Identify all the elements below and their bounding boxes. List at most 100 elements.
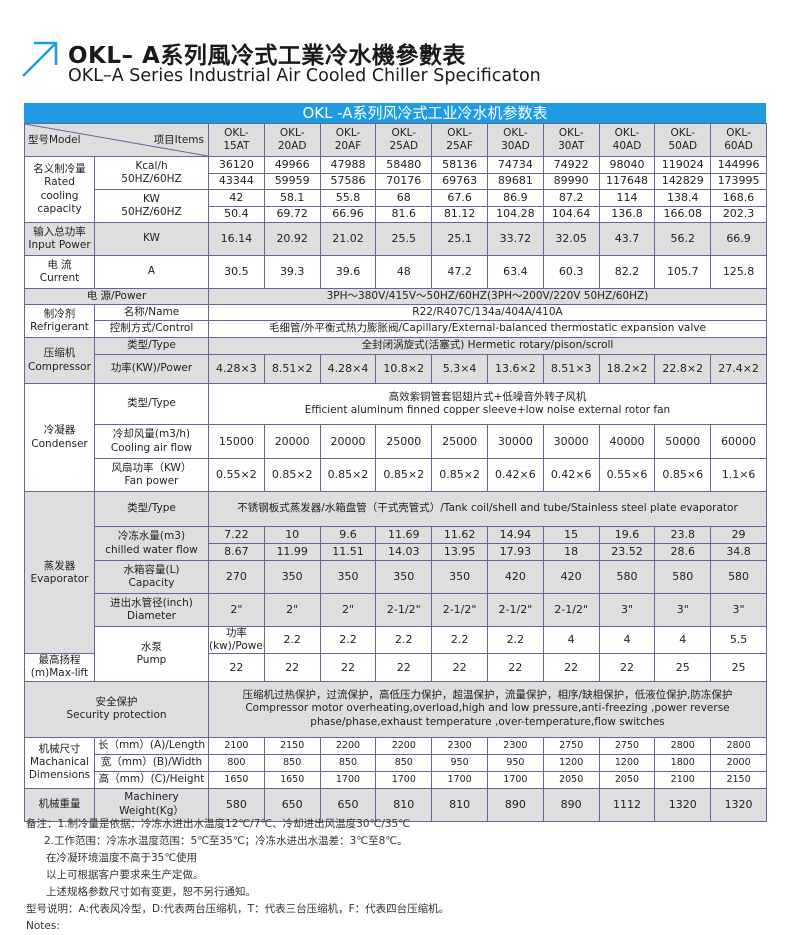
value-cell: 2" (319, 593, 377, 627)
value-cell: 2.2 (319, 625, 377, 655)
value-cell: 1200 (598, 753, 656, 772)
model-label: 型号Model (28, 134, 81, 146)
table-row: 蒸发器 Evaporator 类型/Type 不锈钢板式蒸发器/水箱盘管（干式壳管式… (24, 490, 767, 655)
value-cell: 11.69 (375, 526, 433, 544)
value-cell: 36120 (208, 156, 265, 174)
value-cell: 1320 (654, 787, 712, 822)
value-cell: 420 (542, 560, 600, 594)
value-cell: 3" (654, 593, 712, 627)
value-cell: 4 (654, 625, 712, 655)
value-cell: 22 (375, 653, 433, 682)
model-header: OKL- 25AF (431, 123, 488, 157)
unit-label: A (94, 255, 209, 289)
table-row: 机械尺寸 Machanical Dimensions 长（mm）(A)/Lengt… (24, 736, 767, 789)
value-cell: 2150 (710, 770, 767, 789)
value-cell: 22 (542, 653, 600, 682)
value-cell: 2050 (542, 770, 600, 789)
value-cell: 13.95 (431, 543, 488, 561)
value-cell: 30000 (486, 424, 544, 459)
model-header: OKL- 40AD (598, 123, 656, 157)
model-header: OKL- 15AT (208, 123, 265, 157)
value-cell: 105.7 (654, 255, 712, 289)
value-cell: 25.1 (431, 222, 488, 256)
section-label: 制冷剂 Refrigerant (24, 304, 95, 338)
section-label: 机械尺寸 Machanical Dimensions (24, 736, 95, 789)
value-cell: 22 (486, 653, 544, 682)
value-cell: 60.3 (542, 255, 600, 289)
value-cell: 22.8×2 (654, 354, 712, 384)
value-cell: 2.2 (263, 625, 321, 655)
value-cell: 66.9 (710, 222, 767, 256)
value-cell: 8.51×3 (542, 354, 600, 384)
value-cell: 580 (598, 560, 656, 594)
value-cell: 0.85×2 (319, 458, 377, 492)
span-value: 压缩机过热保护，过流保护，高低压力保护，超温保护，流量保护，相序/缺相保护，低液… (208, 680, 767, 738)
sub-label: 最高扬程(m)Max-lift (24, 653, 95, 682)
table-row: 最高扬程(m)Max-lift 22 22 22 22 22 22 22 22 25 25 (24, 653, 767, 682)
value-cell: 850 (319, 753, 377, 772)
value-cell: 30.5 (208, 255, 265, 289)
value-cell: 25000 (431, 424, 488, 459)
value-cell: 22 (319, 653, 377, 682)
table-banner: OKL -A系列风冷式工业冷水机参数表 (24, 103, 766, 123)
value-cell: 1700 (319, 770, 377, 789)
table-row: 安全保护 Security protection 压缩机过热保护，过流保护，高低压… (24, 680, 767, 738)
value-cell: 47.2 (431, 255, 488, 289)
value-cell: 20000 (263, 424, 321, 459)
value-cell: 4 (598, 625, 656, 655)
note-line: 型号说明：A:代表风冷型，D:代表两台压缩机，T：代表三台压缩机，F：代表四台压… (26, 903, 450, 915)
value-cell: 2300 (486, 736, 544, 755)
value-cell: 11.62 (431, 526, 488, 544)
value-cell: 1700 (375, 770, 433, 789)
value-cell: 4.28×4 (319, 354, 377, 384)
value-cell: 810 (375, 787, 433, 822)
notes: 备注：1.制冷量是依据：冷冻水进出水温度12℃/7℃、冷却进出风温度30℃/35… (26, 816, 449, 935)
value-cell: 2.2 (486, 625, 544, 655)
value-cell: 1650 (263, 770, 321, 789)
value-cell: 87.2 (542, 189, 600, 207)
section-label: 压缩机 Compressor (24, 337, 95, 384)
sub-label: 类型/Type (94, 337, 209, 355)
value-cell: 22 (263, 653, 321, 682)
value-cell: 58136 (431, 156, 488, 174)
table-row: 8.67 11.99 11.51 14.03 13.95 17.93 18 23.52 28.6… (25, 543, 767, 561)
value-cell: 850 (375, 753, 433, 772)
value-cell: 23.8 (654, 526, 712, 544)
value-cell: 168.6 (710, 189, 767, 207)
section-label: 蒸发器 Evaporator (24, 490, 95, 655)
value-cell: 7.22 (208, 526, 265, 544)
value-cell: 8.67 (208, 543, 265, 561)
value-cell: 1112 (598, 787, 656, 822)
value-cell: 2" (208, 593, 265, 627)
table-row: 进出水管径(inch) Diameter 2" 2" 2" 2-1/2" 2-1/2" 2-… (25, 593, 767, 627)
table-row: 水箱容量(L) Capacity 270 350 350 350 350 420 420 580… (25, 560, 767, 594)
section-label: 电 流 Current (24, 255, 95, 289)
value-cell: 2750 (598, 736, 656, 755)
value-cell: 50.4 (208, 205, 265, 223)
value-cell: 30000 (542, 424, 600, 459)
value-cell: 25 (654, 653, 712, 682)
model-header: OKL- 50AD (654, 123, 712, 157)
value-cell: 950 (431, 753, 488, 772)
value-cell: 350 (263, 560, 321, 594)
span-value: 高效紫铜管套铝翅片式+低噪音外转子风机 Efficient aluminum f… (208, 383, 767, 425)
table-row: 风扇功率（KW） Fan power 0.55×2 0.85×2 0.85×2 0.85… (25, 458, 767, 492)
value-cell: 56.2 (654, 222, 712, 256)
value-cell: 2050 (598, 770, 656, 789)
value-cell: 810 (431, 787, 488, 822)
value-cell: 29 (710, 526, 767, 544)
value-cell: 11.51 (319, 543, 377, 561)
value-cell: 0.85×2 (263, 458, 321, 492)
value-cell: 13.6×2 (486, 354, 544, 384)
value-cell: 22 (431, 653, 488, 682)
value-cell: 43.7 (598, 222, 656, 256)
sub-label: 冷却风量(m3/h) Cooling air flow (94, 424, 209, 459)
value-cell: 2300 (431, 736, 488, 755)
value-cell: 68 (375, 189, 433, 207)
section-label: 机械重量 (24, 787, 95, 822)
value-cell: 25.5 (375, 222, 433, 256)
value-cell: 40000 (598, 424, 656, 459)
value-cell: 4.28×3 (208, 354, 265, 384)
value-cell: 2750 (542, 736, 600, 755)
value-cell: 142829 (654, 172, 712, 190)
